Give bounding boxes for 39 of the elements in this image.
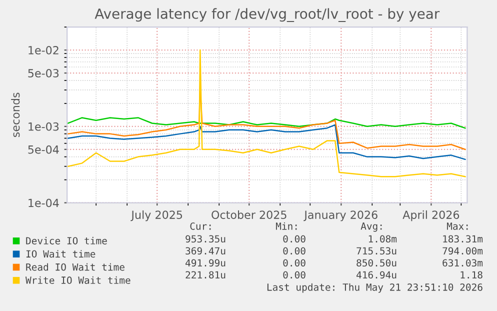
text: 0.00 [283, 271, 306, 279]
text: 221.81u [186, 271, 226, 279]
text: 794.00m [442, 247, 483, 255]
legend-label: IO Wait time [26, 250, 96, 258]
line-series [67, 49, 466, 178]
legend-label: Read IO Wait time [26, 263, 124, 271]
text: Avg: [360, 222, 382, 232]
text: 0.00 [283, 235, 306, 243]
text: Max: [446, 222, 468, 230]
legend-label: Device IO time [26, 236, 107, 244]
text: 1.08m [368, 235, 397, 243]
text: Min: [276, 222, 297, 230]
text: 0.00 [283, 259, 306, 267]
y-tick-label: 1e-03 [28, 122, 59, 131]
text: 1.18 [460, 271, 482, 279]
x-tick-label: April 2026 [402, 210, 460, 222]
text: 715.53u [356, 247, 396, 255]
text: 0.00 [283, 247, 306, 255]
y-tick-label: 5e-04 [28, 145, 59, 154]
x-tick-label: July 2025 [130, 210, 182, 222]
text: 369.47u [186, 247, 226, 255]
text: 183.31m [443, 235, 483, 243]
y-tick-label: 1e-02 [28, 46, 58, 54]
text: Last update: Thu May 21 23:51:10 2026 [267, 283, 482, 293]
y-axis-title: seconds [11, 92, 20, 138]
text: 416.94u [356, 271, 396, 279]
y-tick-label: 5e-03 [28, 69, 59, 78]
line-series [67, 124, 466, 160]
line-series [67, 117, 466, 129]
text: 491.99u [186, 259, 226, 267]
legend-label: Write IO Wait time [26, 276, 130, 284]
x-tick-label: January 2026 [304, 210, 378, 222]
y-tick-label: 1e-04 [28, 198, 59, 208]
chart-title: Average latency for /dev/vg_root/lv_root - by year [94, 8, 440, 22]
text: 850.50u [356, 259, 396, 267]
text: 631.03m [442, 259, 483, 267]
text: Cur: [190, 222, 211, 230]
x-tick-label: October 2025 [212, 210, 286, 220]
text: 953.35u [186, 235, 226, 243]
